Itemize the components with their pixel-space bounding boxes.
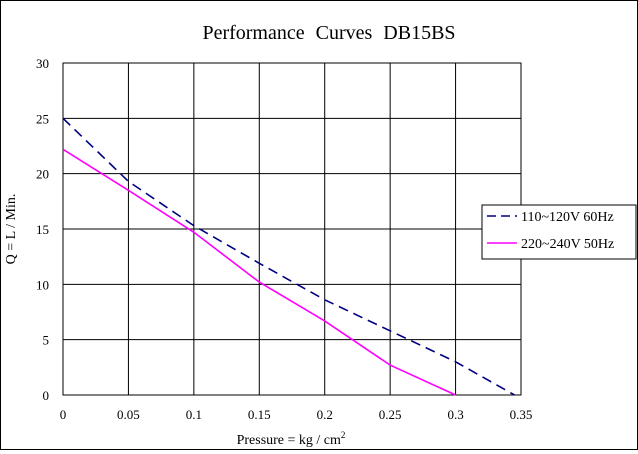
grid-layer xyxy=(63,63,521,395)
x-axis-label: Pressure = kg / cm2 xyxy=(237,430,346,448)
chart-title: Performance Curves DB15BS xyxy=(202,22,455,44)
x-tick-label: 0.2 xyxy=(317,407,333,422)
x-tick-label: 0.1 xyxy=(186,407,202,422)
legend-box xyxy=(481,204,637,260)
series-line-2 xyxy=(62,148,456,396)
legend-label-2: 220~240V 50Hz xyxy=(521,237,614,252)
x-tick-label: 0.35 xyxy=(510,407,533,422)
y-tick-label: 25 xyxy=(36,111,49,126)
y-tick-label: 30 xyxy=(36,56,49,71)
x-tick-label: 0 xyxy=(60,407,67,422)
x-tick-label: 0.15 xyxy=(248,407,271,422)
y-tick-label: 5 xyxy=(43,333,50,348)
y-tick-label: 10 xyxy=(36,277,49,292)
x-tick-label: 0.05 xyxy=(117,407,140,422)
x-tick-label: 0.3 xyxy=(447,407,463,422)
x-axis-label-superscript: 2 xyxy=(341,430,346,440)
y-tick-label: 15 xyxy=(36,222,49,237)
legend-label-1: 110~120V 60Hz xyxy=(521,210,614,225)
y-axis-label: Q = L / Min. xyxy=(4,194,19,265)
series-line-1 xyxy=(62,117,515,396)
tick-label-layer: 0 0.05 0.1 0.15 0.2 0.25 0.3 0.35 0 5 10 15 20 25 30 xyxy=(36,56,532,422)
x-tick-label: 0.25 xyxy=(379,407,402,422)
series-layer xyxy=(62,117,515,396)
y-tick-label: 0 xyxy=(43,388,50,403)
y-tick-label: 20 xyxy=(36,167,49,182)
legend: 110~120V 60Hz 220~240V 50Hz xyxy=(481,204,637,260)
